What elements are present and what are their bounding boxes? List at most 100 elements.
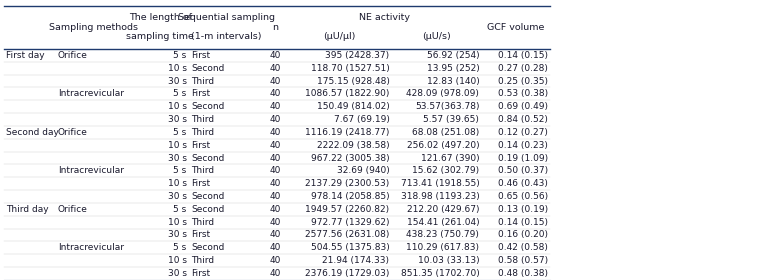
Text: 150.49 (814.02): 150.49 (814.02) — [317, 102, 389, 111]
Text: 40: 40 — [270, 192, 280, 201]
Text: First: First — [191, 269, 210, 278]
Text: n: n — [272, 23, 278, 32]
Text: 0.42 (0.58): 0.42 (0.58) — [498, 243, 548, 252]
Text: 967.22 (3005.38): 967.22 (3005.38) — [311, 153, 389, 162]
Text: 121.67 (390): 121.67 (390) — [421, 153, 479, 162]
Text: 40: 40 — [270, 51, 280, 60]
Text: Third day: Third day — [6, 205, 49, 214]
Text: 10 s: 10 s — [168, 256, 187, 265]
Text: First: First — [191, 179, 210, 188]
Text: 0.48 (0.38): 0.48 (0.38) — [498, 269, 548, 278]
Text: 68.08 (251.08): 68.08 (251.08) — [412, 128, 479, 137]
Text: First day: First day — [6, 51, 45, 60]
Text: 32.69 (940): 32.69 (940) — [337, 166, 389, 175]
Text: 7.67 (69.19): 7.67 (69.19) — [334, 115, 389, 124]
Text: 40: 40 — [270, 89, 280, 98]
Text: First: First — [191, 230, 210, 239]
Text: Intracrevicular: Intracrevicular — [58, 166, 124, 175]
Text: 438.23 (750.79): 438.23 (750.79) — [406, 230, 479, 239]
Text: 0.58 (0.57): 0.58 (0.57) — [498, 256, 548, 265]
Text: 0.16 (0.20): 0.16 (0.20) — [498, 230, 548, 239]
Text: Second: Second — [191, 102, 225, 111]
Text: Sampling methods: Sampling methods — [50, 23, 138, 32]
Text: sampling time: sampling time — [126, 32, 194, 41]
Text: 504.55 (1375.83): 504.55 (1375.83) — [311, 243, 389, 252]
Text: (μU/s): (μU/s) — [422, 32, 451, 41]
Text: 40: 40 — [270, 256, 280, 265]
Text: Third: Third — [191, 166, 214, 175]
Text: (1-m intervals): (1-m intervals) — [191, 32, 261, 41]
Text: 10 s: 10 s — [168, 141, 187, 150]
Text: 0.27 (0.28): 0.27 (0.28) — [498, 64, 548, 73]
Text: 2376.19 (1729.03): 2376.19 (1729.03) — [305, 269, 389, 278]
Text: 40: 40 — [270, 218, 280, 227]
Text: First: First — [191, 51, 210, 60]
Text: Third: Third — [191, 218, 214, 227]
Text: 713.41 (1918.55): 713.41 (1918.55) — [401, 179, 479, 188]
Text: 40: 40 — [270, 205, 280, 214]
Text: 0.14 (0.15): 0.14 (0.15) — [498, 218, 548, 227]
Text: 2137.29 (2300.53): 2137.29 (2300.53) — [305, 179, 389, 188]
Text: 256.02 (497.20): 256.02 (497.20) — [407, 141, 479, 150]
Text: 40: 40 — [270, 153, 280, 162]
Text: 212.20 (429.67): 212.20 (429.67) — [407, 205, 479, 214]
Text: 0.53 (0.38): 0.53 (0.38) — [498, 89, 548, 98]
Text: 10 s: 10 s — [168, 218, 187, 227]
Text: 175.15 (928.48): 175.15 (928.48) — [316, 76, 389, 86]
Text: First: First — [191, 141, 210, 150]
Text: 2577.56 (2631.08): 2577.56 (2631.08) — [305, 230, 389, 239]
Text: 5 s: 5 s — [174, 128, 187, 137]
Text: 0.14 (0.15): 0.14 (0.15) — [498, 51, 548, 60]
Text: 5 s: 5 s — [174, 243, 187, 252]
Text: 154.41 (261.04): 154.41 (261.04) — [407, 218, 479, 227]
Text: 0.25 (0.35): 0.25 (0.35) — [498, 76, 548, 86]
Text: 0.46 (0.43): 0.46 (0.43) — [498, 179, 548, 188]
Text: Second: Second — [191, 192, 225, 201]
Text: 0.19 (1.09): 0.19 (1.09) — [498, 153, 548, 162]
Text: (μU/μl): (μU/μl) — [323, 32, 355, 41]
Text: First: First — [191, 89, 210, 98]
Text: 40: 40 — [270, 115, 280, 124]
Text: 40: 40 — [270, 76, 280, 86]
Text: 30 s: 30 s — [168, 269, 187, 278]
Text: NE activity: NE activity — [359, 13, 409, 22]
Text: 1949.57 (2260.82): 1949.57 (2260.82) — [306, 205, 389, 214]
Text: The length of: The length of — [129, 13, 192, 22]
Text: 40: 40 — [270, 64, 280, 73]
Text: 30 s: 30 s — [168, 115, 187, 124]
Text: 0.84 (0.52): 0.84 (0.52) — [498, 115, 548, 124]
Text: 0.12 (0.27): 0.12 (0.27) — [498, 128, 548, 137]
Text: 395 (2428.37): 395 (2428.37) — [325, 51, 389, 60]
Text: 5 s: 5 s — [174, 51, 187, 60]
Text: 30 s: 30 s — [168, 153, 187, 162]
Text: 5 s: 5 s — [174, 205, 187, 214]
Text: Second day: Second day — [6, 128, 59, 137]
Text: 0.65 (0.56): 0.65 (0.56) — [498, 192, 548, 201]
Text: Third: Third — [191, 256, 214, 265]
Text: 318.98 (1193.23): 318.98 (1193.23) — [401, 192, 479, 201]
Text: 10 s: 10 s — [168, 64, 187, 73]
Text: 110.29 (617.83): 110.29 (617.83) — [406, 243, 479, 252]
Text: 0.69 (0.49): 0.69 (0.49) — [498, 102, 548, 111]
Text: 10 s: 10 s — [168, 102, 187, 111]
Text: Intracrevicular: Intracrevicular — [58, 243, 124, 252]
Text: 5.57 (39.65): 5.57 (39.65) — [424, 115, 479, 124]
Text: Orifice: Orifice — [58, 51, 88, 60]
Text: 30 s: 30 s — [168, 76, 187, 86]
Text: 21.94 (174.33): 21.94 (174.33) — [322, 256, 389, 265]
Text: 1086.57 (1822.90): 1086.57 (1822.90) — [305, 89, 389, 98]
Text: 40: 40 — [270, 128, 280, 137]
Text: 13.95 (252): 13.95 (252) — [427, 64, 479, 73]
Text: Third: Third — [191, 115, 214, 124]
Text: 10 s: 10 s — [168, 179, 187, 188]
Text: 5 s: 5 s — [174, 89, 187, 98]
Text: 5 s: 5 s — [174, 166, 187, 175]
Text: Orifice: Orifice — [58, 128, 88, 137]
Text: 0.14 (0.23): 0.14 (0.23) — [498, 141, 548, 150]
Text: Intracrevicular: Intracrevicular — [58, 89, 124, 98]
Text: 978.14 (2058.85): 978.14 (2058.85) — [311, 192, 389, 201]
Text: 1116.19 (2418.77): 1116.19 (2418.77) — [305, 128, 389, 137]
Text: Second: Second — [191, 243, 225, 252]
Text: Third: Third — [191, 128, 214, 137]
Text: Second: Second — [191, 64, 225, 73]
